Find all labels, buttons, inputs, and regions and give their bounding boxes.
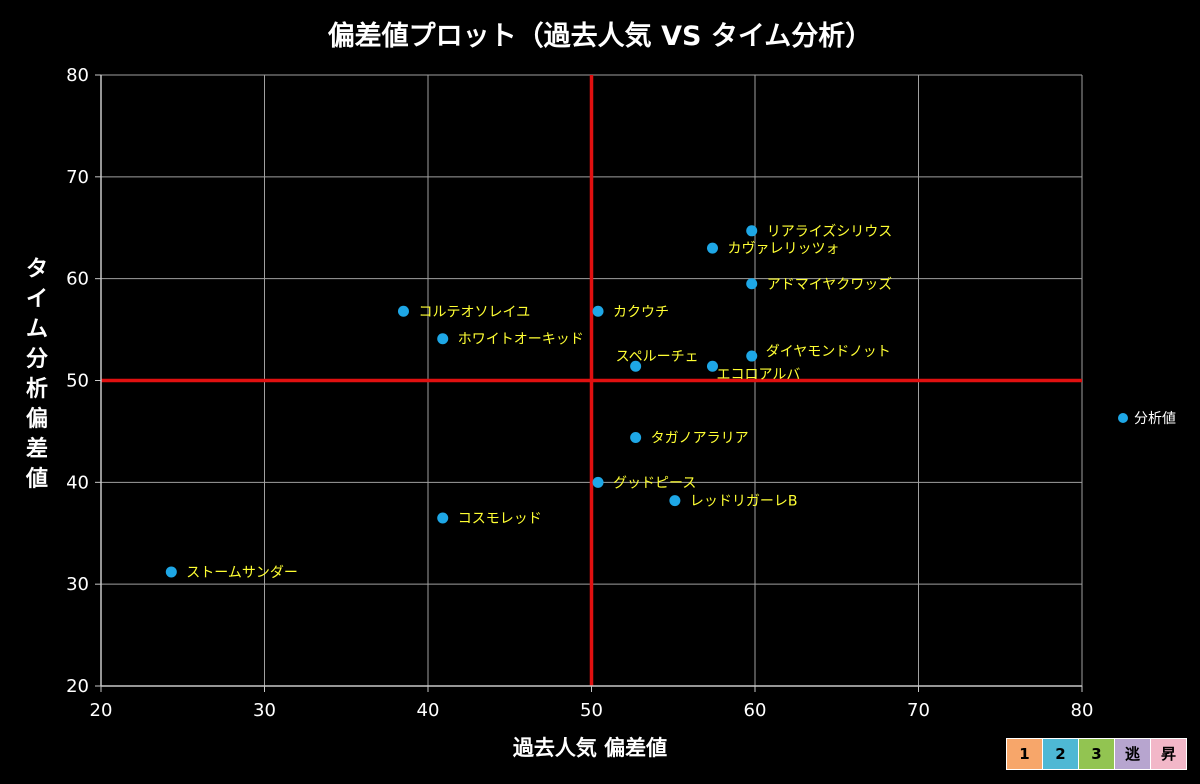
legend-label: 分析値 bbox=[1134, 411, 1176, 427]
data-label: アドマイヤクワッズ bbox=[767, 277, 893, 293]
data-points bbox=[165, 225, 758, 578]
data-point bbox=[437, 333, 449, 345]
data-point bbox=[706, 242, 718, 254]
data-label: カクウチ bbox=[613, 304, 669, 320]
data-point bbox=[669, 495, 681, 507]
status-box: 逃 bbox=[1115, 739, 1151, 769]
x-tick-label: 50 bbox=[580, 700, 603, 721]
data-label: カヴァレリッツォ bbox=[727, 240, 839, 257]
data-point bbox=[746, 225, 758, 237]
status-box: 2 bbox=[1043, 739, 1079, 769]
x-tick-label: 60 bbox=[744, 700, 767, 721]
status-box: 1 bbox=[1007, 739, 1043, 769]
data-label: コルテオソレイユ bbox=[418, 304, 530, 320]
data-point bbox=[592, 305, 604, 317]
y-tick-label: 80 bbox=[66, 65, 89, 86]
axes bbox=[95, 74, 1083, 692]
data-label: コスモレッド bbox=[458, 511, 542, 527]
y-tick-label: 30 bbox=[66, 574, 89, 595]
status-box: 昇 bbox=[1151, 739, 1186, 769]
data-point bbox=[592, 476, 604, 488]
data-label: ホワイトオーキッド bbox=[458, 332, 584, 348]
x-tick-label: 30 bbox=[253, 700, 276, 721]
data-point bbox=[746, 350, 758, 362]
legend: 分析値 bbox=[1118, 408, 1176, 428]
x-tick-label: 80 bbox=[1071, 700, 1094, 721]
data-label: レッドリガーレB bbox=[690, 494, 798, 510]
status-box: 3 bbox=[1079, 739, 1115, 769]
x-tick-label: 40 bbox=[417, 700, 440, 721]
x-tick-label: 70 bbox=[907, 700, 930, 721]
data-label: スペルーチェ bbox=[616, 349, 699, 365]
data-label: リアライズシリウス bbox=[767, 224, 893, 240]
data-label: タガノアラリア bbox=[651, 431, 749, 447]
data-point bbox=[746, 278, 758, 290]
data-point bbox=[437, 512, 449, 524]
data-label: エコロアルバ bbox=[716, 367, 800, 383]
y-axis-title: タイム分析 偏差値 bbox=[25, 257, 48, 492]
data-point bbox=[706, 360, 718, 372]
chart-title: 偏差値プロット（過去人気 VS タイム分析） bbox=[327, 21, 873, 52]
data-point bbox=[630, 432, 642, 444]
y-tick-label: 40 bbox=[66, 472, 89, 493]
data-label: ストームサンダー bbox=[186, 565, 298, 581]
legend-marker bbox=[1118, 413, 1128, 423]
y-tick-label: 60 bbox=[66, 269, 89, 290]
reference-lines bbox=[101, 75, 1082, 686]
y-tick-label: 20 bbox=[66, 676, 89, 697]
data-label: グッドピース bbox=[613, 475, 696, 491]
x-tick-label: 20 bbox=[90, 700, 113, 721]
data-label: ダイヤモンドノット bbox=[766, 344, 891, 360]
y-tick-label: 70 bbox=[66, 167, 89, 188]
data-point bbox=[165, 566, 177, 578]
x-axis-title: 過去人気 偏差値 bbox=[512, 736, 668, 760]
tick-labels: 20 30 40 50 60 70 80 20 30 40 50 60 70 80 bbox=[66, 65, 1093, 721]
y-tick-label: 50 bbox=[66, 371, 89, 392]
data-point bbox=[630, 360, 642, 372]
data-point bbox=[397, 305, 409, 317]
